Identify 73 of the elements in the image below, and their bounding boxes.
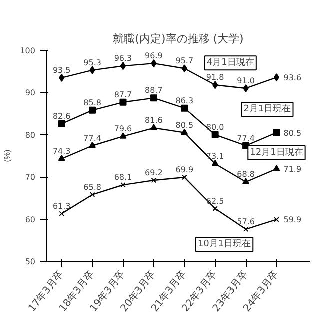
data-label: 69.2 (145, 168, 163, 178)
y-tick-label: 100 (20, 46, 36, 56)
data-label: 73.1 (206, 152, 224, 162)
data-label: 93.6 (284, 74, 302, 83)
point (89, 142, 96, 148)
point (120, 182, 126, 188)
data-label: 59.9 (284, 216, 302, 225)
point (90, 192, 96, 198)
data-label: 77.4 (84, 134, 102, 143)
series-label: 4月1日現在 (206, 57, 254, 68)
series-label: 12月1日現在 (250, 147, 304, 158)
data-label: 88.7 (145, 86, 163, 96)
point (242, 178, 250, 184)
point (120, 98, 127, 106)
point (59, 74, 65, 82)
point (273, 165, 280, 172)
y-tick-label: 90 (25, 88, 36, 98)
data-label: 80.5 (284, 128, 302, 138)
point (274, 74, 280, 82)
point (182, 174, 188, 180)
point (151, 178, 157, 184)
point (89, 106, 96, 114)
data-label: 80.5 (176, 120, 194, 130)
series-label: 10月1日現在 (198, 238, 252, 250)
data-label: 68.8 (237, 170, 255, 180)
data-label: 96.9 (145, 52, 163, 61)
data-label: 80.0 (206, 122, 224, 132)
data-label: 95.7 (176, 56, 194, 66)
data-label: 68.1 (114, 173, 132, 182)
data-label: 81.6 (145, 116, 163, 126)
data-label: 82.6 (52, 112, 71, 121)
text: 2月1日現在 (244, 104, 292, 115)
y-tick-label: 70 (25, 173, 36, 182)
data-label: 61.3 (52, 202, 71, 211)
data-label: 87.7 (114, 90, 132, 100)
data-label: 71.9 (284, 165, 302, 174)
point (274, 217, 280, 222)
point (212, 81, 218, 90)
data-label: 79.6 (114, 124, 132, 134)
point (90, 66, 96, 74)
point (243, 226, 249, 232)
data-label: 69.9 (176, 166, 194, 175)
chart-title: 就職(内定)率の推移 (大学) (113, 32, 244, 46)
point (151, 60, 157, 68)
y-tick-label: 60 (25, 215, 36, 224)
y-axis-title: (%) (3, 149, 12, 162)
data-label: 96.3 (114, 54, 132, 64)
point (58, 120, 66, 128)
data-label: 65.8 (84, 182, 102, 192)
point (212, 131, 219, 138)
point (182, 64, 188, 73)
data-label: 91.0 (237, 76, 255, 86)
y-tick-label: 50 (25, 258, 36, 266)
point (243, 84, 249, 92)
point (181, 128, 188, 136)
point (212, 160, 219, 166)
data-label: 95.3 (84, 58, 102, 68)
data-label: 85.8 (84, 98, 102, 108)
point (58, 154, 66, 162)
data-label: 74.3 (52, 146, 71, 156)
data-label: 91.8 (206, 73, 224, 82)
data-label: 93.5 (52, 66, 71, 75)
point (120, 132, 127, 139)
data-label: 77.4 (237, 134, 255, 143)
data-label: 57.6 (237, 217, 255, 226)
data-label: 86.3 (176, 96, 194, 106)
point (273, 129, 280, 136)
point (120, 62, 126, 70)
point (150, 94, 158, 102)
point (150, 124, 158, 130)
y-tick-label: 80 (25, 130, 36, 140)
point (181, 104, 188, 112)
point (212, 206, 218, 212)
